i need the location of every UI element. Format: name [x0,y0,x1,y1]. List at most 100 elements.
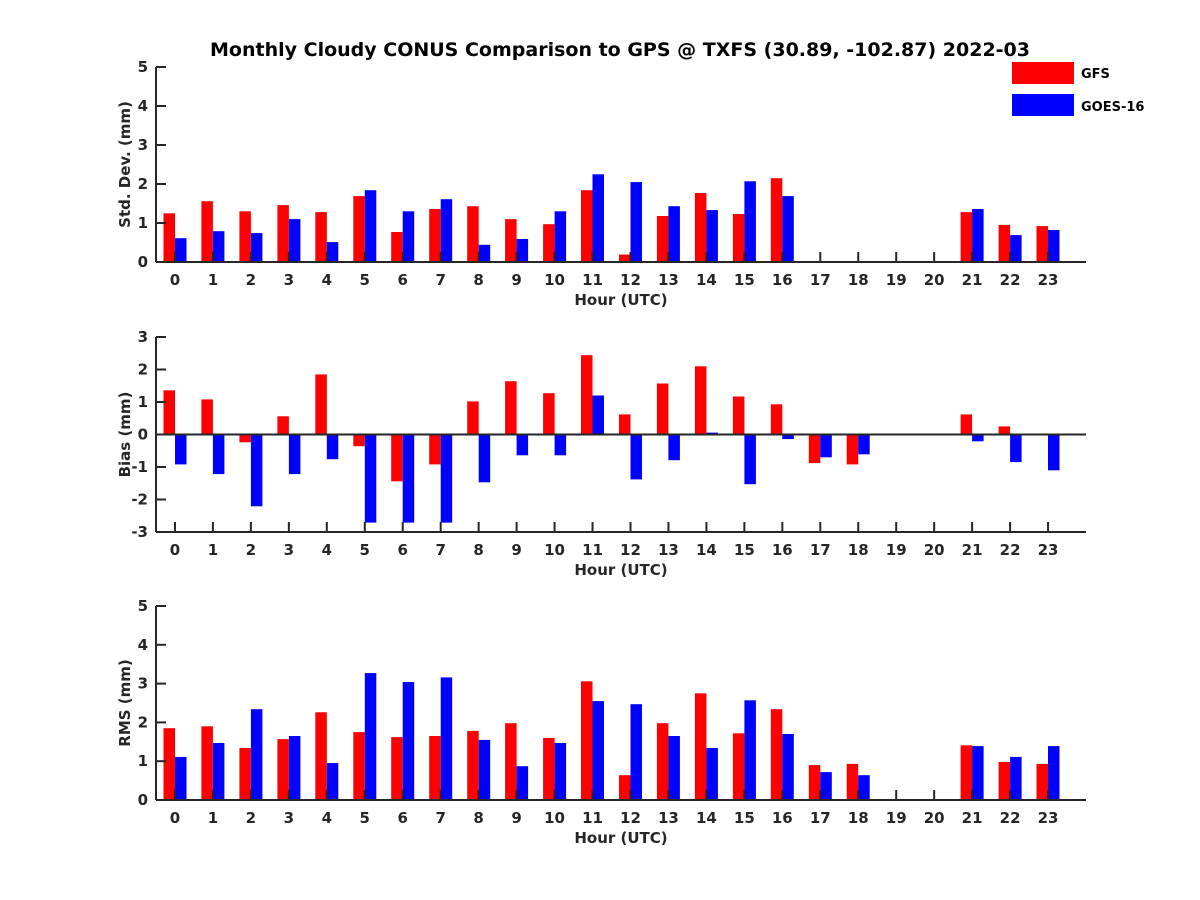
bar-std-gfs-hour-23 [1036,226,1048,262]
bar-rms-goes16-hour-12 [630,704,642,800]
bar-bias-gfs-hour-14 [694,366,707,435]
bar-bias-goes16-hour-3 [288,434,301,475]
bias-xtick-label: 22 [1000,541,1021,559]
std-xtick-label: 8 [473,271,483,289]
bar-rms-goes16-hour-15 [744,700,756,800]
bar-std-goes16-hour-14 [706,210,718,262]
bar-bias-gfs-hour-10 [543,393,555,435]
std-xtick-label: 0 [170,271,180,289]
bar-bias-gfs-hour-0 [163,390,175,435]
bar-std-gfs-hour-14 [694,193,707,262]
bar-bias-goes16-hour-6 [402,434,415,523]
bar-bias-gfs-hour-9 [505,381,517,435]
bar-rms-gfs-hour-3 [277,739,289,800]
bar-rms-goes16-hour-7 [440,677,453,800]
std-ytick-label: 2 [138,175,148,193]
bias-xtick-label: 11 [582,541,603,559]
bar-bias-gfs-hour-22 [998,426,1011,435]
bar-rms-goes16-hour-6 [402,682,415,800]
bar-std-goes16-hour-6 [402,211,415,262]
bar-bias-gfs-hour-16 [770,404,783,435]
bar-rms-gfs-hour-22 [998,762,1011,800]
bar-bias-goes16-hour-1 [212,434,225,475]
std-xtick-label: 2 [246,271,256,289]
bar-rms-goes16-hour-11 [592,701,604,800]
bias-xtick-label: 2 [246,541,256,559]
std-ytick-label: 5 [138,58,148,76]
bar-std-gfs-hour-2 [239,211,251,262]
std-xtick-label: 14 [696,271,717,289]
bar-bias-goes16-hour-13 [668,434,680,461]
bar-rms-goes16-hour-1 [212,743,225,800]
bar-std-goes16-hour-1 [212,231,225,262]
std-xtick-label: 1 [208,271,218,289]
bar-rms-gfs-hour-2 [239,748,251,800]
bias-y-axis-label: Bias (mm) [116,392,134,478]
bias-xtick-label: 13 [658,541,679,559]
bar-std-goes16-hour-10 [554,211,567,262]
bar-bias-goes16-hour-23 [1048,434,1060,471]
bar-rms-goes16-hour-13 [668,736,680,800]
bias-xtick-label: 15 [734,541,755,559]
rms-ytick-label: 2 [138,713,148,731]
legend: GFS GOES-16 [1012,62,1144,116]
rms-xtick-label: 10 [544,809,565,827]
std-xtick-label: 13 [658,271,679,289]
bias-xtick-label: 9 [511,541,521,559]
bar-std-gfs-hour-15 [732,214,745,262]
bar-rms-gfs-hour-10 [543,737,555,800]
bar-std-gfs-hour-12 [619,254,631,262]
std-xtick-label: 3 [284,271,294,289]
bar-std-goes16-hour-21 [972,209,984,262]
legend-swatch-gfs [1012,62,1074,84]
bar-std-gfs-hour-5 [353,196,365,262]
bar-rms-gfs-hour-12 [619,775,631,800]
bias-xtick-label: 20 [924,541,945,559]
bias-xtick-label: 21 [962,541,983,559]
bar-bias-gfs-hour-7 [429,434,441,465]
bar-bias-goes16-hour-9 [516,434,529,456]
rms-xtick-label: 6 [398,809,408,827]
bar-rms-gfs-hour-16 [770,709,783,800]
bar-rms-gfs-hour-1 [201,726,213,800]
rms-xtick-label: 11 [582,809,603,827]
bias-ytick-label: 2 [138,361,148,379]
bar-rms-gfs-hour-9 [505,723,517,800]
bias-xtick-label: 0 [170,541,180,559]
bar-std-goes16-hour-5 [364,190,377,262]
bar-bias-goes16-hour-17 [820,434,832,458]
rms-ytick-label: 4 [138,636,148,654]
rms-xtick-label: 22 [1000,809,1021,827]
bar-bias-gfs-hour-11 [581,355,593,435]
rms-ytick-label: 1 [138,752,148,770]
bar-std-goes16-hour-16 [782,196,794,262]
bias-ytick-label: -1 [131,458,148,476]
rms-xtick-label: 0 [170,809,180,827]
bar-rms-goes16-hour-3 [288,736,301,800]
bar-std-gfs-hour-9 [505,219,517,262]
bias-xtick-label: 1 [208,541,218,559]
bar-rms-goes16-hour-10 [554,743,567,800]
bar-rms-gfs-hour-21 [960,745,973,800]
bar-bias-gfs-hour-4 [315,374,327,435]
std-xtick-label: 23 [1038,271,1059,289]
bar-std-gfs-hour-10 [543,224,555,262]
bar-bias-goes16-hour-15 [744,434,756,485]
rms-ytick-label: 3 [138,675,148,693]
bar-rms-gfs-hour-4 [315,712,327,800]
bar-std-goes16-hour-9 [516,239,529,262]
bar-rms-gfs-hour-8 [467,730,479,800]
bar-rms-gfs-hour-13 [656,723,669,800]
rms-x-axis-label: Hour (UTC) [574,829,667,847]
bar-bias-gfs-hour-2 [239,434,251,443]
bar-bias-gfs-hour-12 [619,414,631,435]
bar-std-goes16-hour-13 [668,206,680,262]
bar-bias-gfs-hour-18 [846,434,859,465]
bar-bias-gfs-hour-5 [353,434,365,447]
bar-rms-gfs-hour-17 [808,765,821,800]
std-ytick-label: 1 [138,214,148,232]
bar-std-gfs-hour-4 [315,212,327,262]
bar-rms-goes16-hour-2 [250,709,263,800]
std-xtick-label: 22 [1000,271,1021,289]
